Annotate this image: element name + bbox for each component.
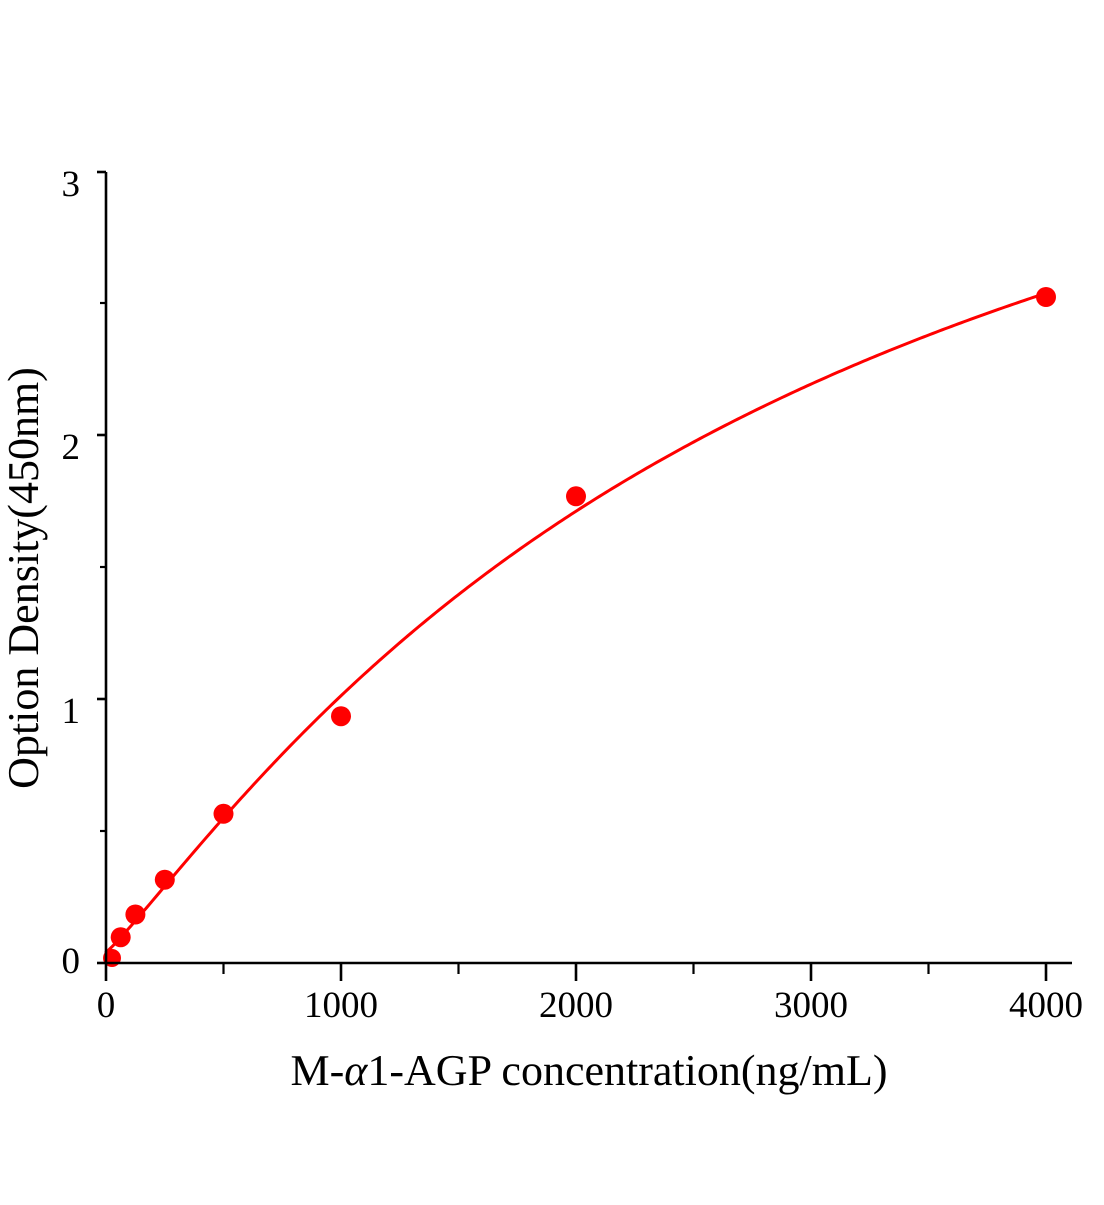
svg-text:0: 0 [62,941,81,982]
svg-text:Option Density(450nm): Option Density(450nm) [0,367,48,789]
svg-text:2: 2 [62,427,81,468]
svg-text:1000: 1000 [304,985,378,1026]
svg-text:0: 0 [97,985,116,1026]
svg-text:3: 3 [62,164,81,205]
svg-text:M-α1-AGP concentration(ng/mL): M-α1-AGP concentration(ng/mL) [290,1046,887,1095]
svg-text:1: 1 [62,691,81,732]
svg-text:4000: 4000 [1009,985,1083,1026]
svg-text:2000: 2000 [539,985,613,1026]
svg-text:3000: 3000 [774,985,848,1026]
